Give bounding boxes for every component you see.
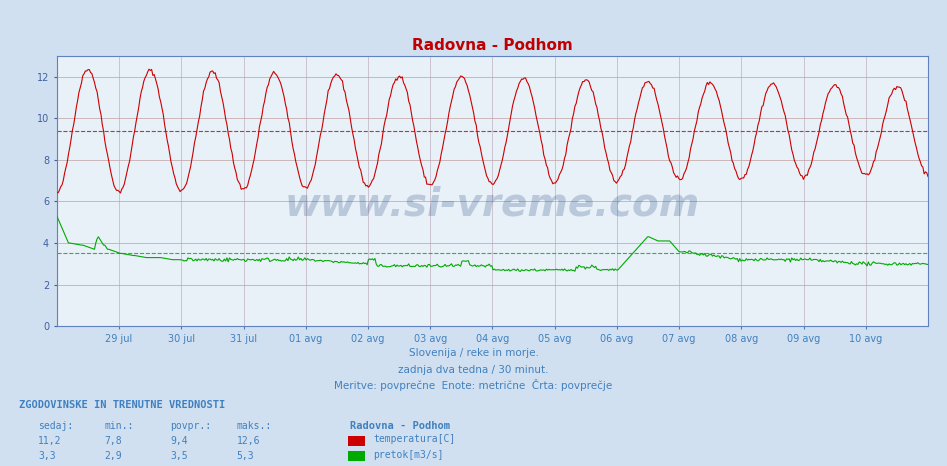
Text: Slovenija / reke in morje.: Slovenija / reke in morje. (408, 349, 539, 358)
Text: pretok[m3/s]: pretok[m3/s] (373, 450, 443, 459)
Text: min.:: min.: (104, 421, 134, 431)
Text: 7,8: 7,8 (104, 436, 122, 446)
Title: Radovna - Podhom: Radovna - Podhom (412, 38, 573, 54)
Text: 12,6: 12,6 (237, 436, 260, 446)
Text: ZGODOVINSKE IN TRENUTNE VREDNOSTI: ZGODOVINSKE IN TRENUTNE VREDNOSTI (19, 400, 225, 410)
Text: Radovna - Podhom: Radovna - Podhom (350, 421, 451, 431)
Text: 2,9: 2,9 (104, 451, 122, 461)
Text: Meritve: povprečne  Enote: metrične  Črta: povprečje: Meritve: povprečne Enote: metrične Črta:… (334, 379, 613, 391)
Text: 9,4: 9,4 (170, 436, 188, 446)
Text: povpr.:: povpr.: (170, 421, 211, 431)
Text: temperatura[C]: temperatura[C] (373, 434, 456, 444)
Text: www.si-vreme.com: www.si-vreme.com (285, 185, 700, 224)
Text: 5,3: 5,3 (237, 451, 255, 461)
Text: zadnja dva tedna / 30 minut.: zadnja dva tedna / 30 minut. (399, 365, 548, 375)
Text: sedaj:: sedaj: (38, 421, 73, 431)
Text: 3,5: 3,5 (170, 451, 188, 461)
Text: maks.:: maks.: (237, 421, 272, 431)
Text: 11,2: 11,2 (38, 436, 62, 446)
Text: 3,3: 3,3 (38, 451, 56, 461)
